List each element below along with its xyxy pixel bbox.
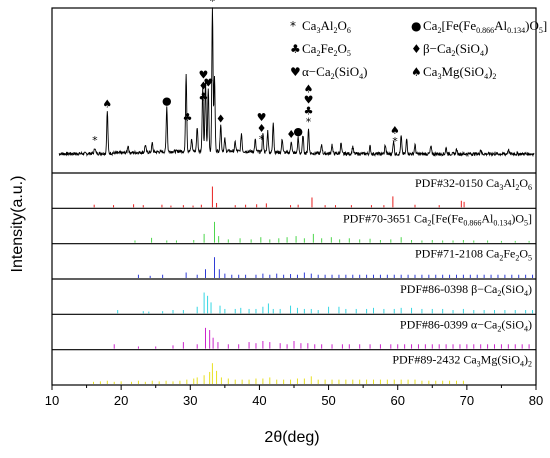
x-tick-label: 50 — [321, 393, 335, 408]
measured-pattern — [58, 7, 535, 158]
legend-entry-label: α−Ca2​(SiO4​) — [302, 64, 368, 81]
legend-entry-label: Ca3​Al2​O6​ — [302, 18, 351, 35]
phase-marker: ♠ — [390, 124, 400, 137]
phase-marker: ♦ — [257, 122, 267, 135]
phase-marker: ♦ — [286, 128, 296, 141]
phase-marker: * — [259, 133, 265, 146]
x-tick-label: 30 — [183, 393, 197, 408]
phase-marker: * — [392, 135, 398, 148]
reference-panel-label: PDF#71-2108 Ca2​Fe2​O5​ — [415, 247, 532, 263]
x-tick-label: 80 — [529, 393, 543, 408]
reference-panel-label: PDF#89-2432 Ca3​Mg(SiO4​)2​ — [392, 353, 532, 369]
x-tick-label: 10 — [45, 393, 59, 408]
phase-markers: *♠●♣♣♦♥♥*●♣♦*♦♥♦●*♣♥♠*♠ — [92, 0, 400, 148]
legend-entry-label: Ca2​[Fe(Fe0.866​Al0.134​)O5​] — [423, 18, 547, 35]
x-axis-title: 2θ(deg) — [264, 429, 319, 446]
legend-symbol: ● — [411, 19, 421, 33]
legend-entry-label: Ca3​Mg(SiO4​)2​ — [423, 64, 496, 81]
reference-panel-label: PDF#86-0399 α−Ca2​(SiO4​) — [400, 317, 532, 333]
phase-marker: * — [306, 116, 312, 129]
phase-marker: ♥ — [304, 94, 314, 107]
legend-entry-label: β−Ca2​(SiO4​) — [423, 41, 488, 58]
legend-entry-label: Ca2​Fe2​O5​ — [302, 41, 351, 58]
reference-panel-label: PDF#32-0150 Ca3​Al2​O6​ — [415, 176, 532, 192]
legend-symbol: ♥ — [290, 65, 301, 79]
measured-pattern-line — [58, 7, 535, 158]
legend-symbol: * — [290, 19, 296, 33]
reference-panels: PDF#32-0150 Ca3​Al2​O6​ PDF#70-3651 Ca2​[… — [92, 176, 534, 384]
x-tick-label: 60 — [390, 393, 404, 408]
phase-marker: ● — [293, 125, 303, 138]
phase-marker: ♠ — [102, 98, 112, 111]
y-axis-title: Intensity(a.u.) — [9, 176, 26, 273]
legend: * Ca3​Al2​O6​ ●Ca2​[Fe(Fe0.866​Al0.134​)O5… — [290, 18, 547, 81]
phase-marker: ♥ — [257, 111, 267, 124]
legend-symbol: ♣ — [290, 42, 301, 56]
phase-marker: ♥ — [198, 69, 208, 82]
phase-marker: ♦ — [216, 113, 226, 126]
phase-marker: ♥ — [203, 76, 213, 89]
phase-marker: ● — [162, 95, 172, 108]
legend-symbol: ♠ — [411, 65, 422, 79]
x-axis: 10 20 30 40 50 60 70 80 — [45, 385, 543, 408]
phase-marker: ♠ — [304, 83, 314, 96]
legend-symbol: ♦ — [411, 42, 422, 56]
x-tick-label: 70 — [460, 393, 474, 408]
reference-panel-label: PDF#86-0398 β−Ca2​(SiO4​) — [400, 282, 532, 298]
phase-marker: * — [92, 134, 98, 147]
phase-marker: ♣ — [304, 105, 314, 118]
phase-marker: ♣ — [198, 91, 208, 104]
reference-panel-label: PDF#70-3651 Ca2​[Fe(Fe0.866​Al0.134​)O5​… — [343, 211, 532, 227]
x-tick-label: 20 — [114, 393, 128, 408]
x-tick-label: 40 — [252, 393, 266, 408]
phase-marker: * — [210, 0, 216, 8]
phase-marker: ♦ — [198, 80, 208, 93]
phase-marker: ♣ — [183, 111, 193, 124]
